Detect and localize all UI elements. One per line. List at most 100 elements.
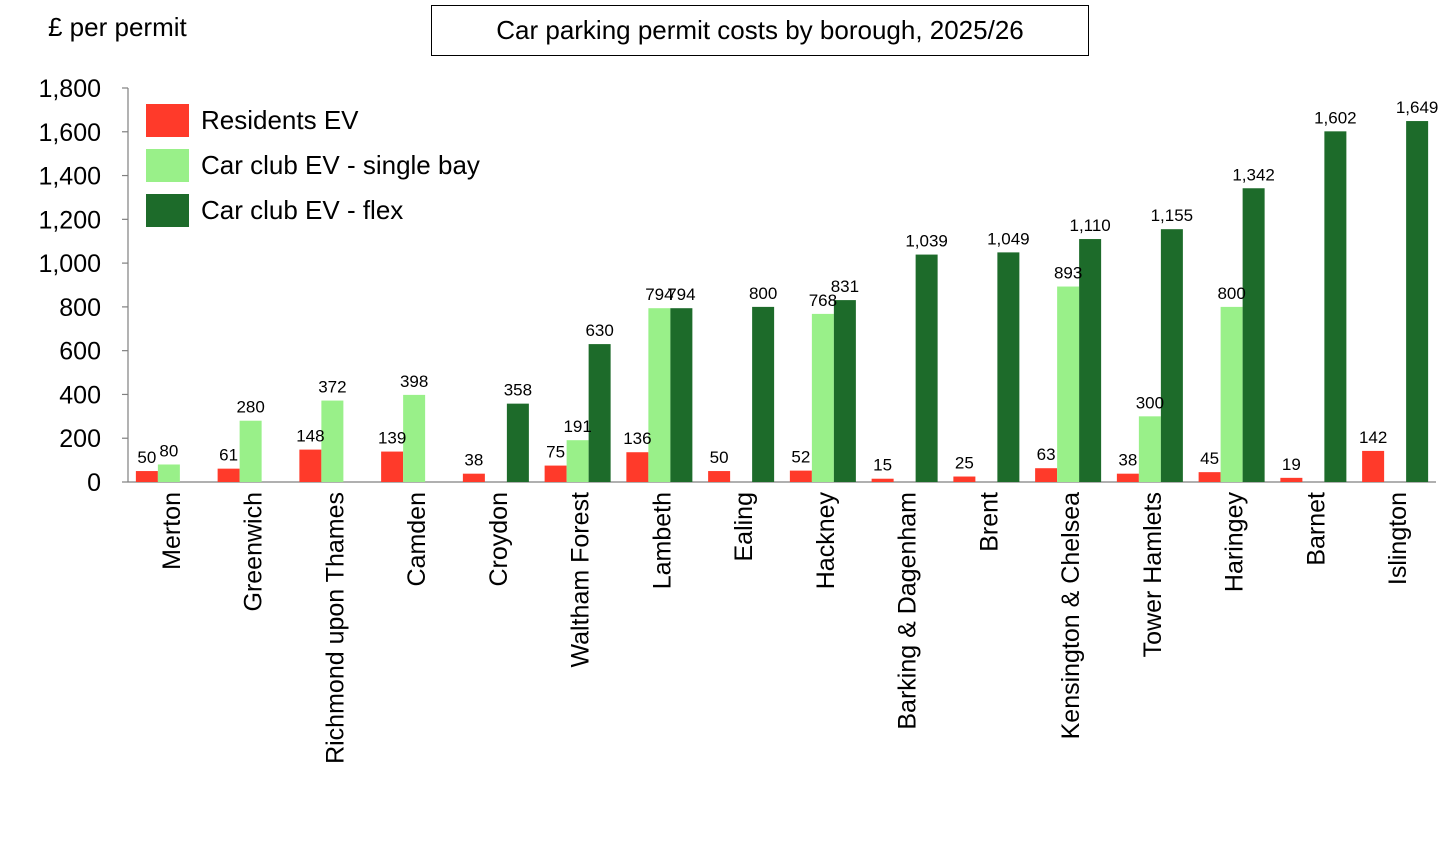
data-label-residents-ev-tower-hamlets: 38: [1118, 451, 1137, 470]
data-label-car-club-ev-flex-lambeth: 794: [667, 285, 695, 304]
bar-car-club-ev-flex-waltham-forest: [588, 344, 611, 482]
y-tick-label: 1,200: [38, 206, 101, 234]
data-label-residents-ev-greenwich: 61: [219, 446, 238, 465]
bar-car-club-ev-flex-brent: [997, 252, 1020, 482]
data-label-car-club-ev-single-bay-camden: 398: [400, 372, 428, 391]
bar-car-club-ev-flex-lambeth: [670, 308, 693, 482]
legend-label-single-bay: Car club EV - single bay: [201, 150, 480, 180]
category-label-brent: Brent: [975, 492, 1003, 552]
data-label-car-club-ev-flex-waltham-forest: 630: [585, 321, 613, 340]
data-label-car-club-ev-flex-tower-hamlets: 1,155: [1151, 206, 1194, 225]
bar-car-club-ev-flex-croydon: [506, 403, 529, 482]
category-label-islington: Islington: [1384, 492, 1412, 585]
bar-residents-ev-barking-dagenham: [871, 478, 894, 482]
bar-car-club-ev-flex-barking-dagenham: [915, 254, 938, 482]
bar-car-club-ev-single-bay-lambeth: [648, 308, 671, 482]
y-tick-label: 800: [59, 294, 101, 322]
category-label-camden: Camden: [403, 492, 431, 587]
data-label-car-club-ev-flex-islington: 1,649: [1396, 98, 1439, 117]
data-label-car-club-ev-single-bay-tower-hamlets: 300: [1136, 393, 1164, 412]
y-tick-label: 1,600: [38, 119, 101, 147]
bar-car-club-ev-single-bay-hackney: [811, 313, 834, 482]
y-tick-label: 400: [59, 381, 101, 409]
y-tick-label: 1,400: [38, 163, 101, 191]
data-label-car-club-ev-single-bay-merton: 80: [159, 441, 178, 460]
y-axis: 0 200 400 600 800 1,000 1,200 1,400 1,600 1,800: [38, 75, 129, 497]
data-label-residents-ev-islington: 142: [1359, 428, 1387, 447]
bar-car-club-ev-flex-hackney: [833, 300, 856, 482]
bar-residents-ev-hackney: [789, 470, 812, 482]
y-tick-label: 1,000: [38, 250, 101, 278]
bar-residents-ev-greenwich: [217, 468, 240, 482]
bar-residents-ev-brent: [953, 476, 976, 482]
category-labels: Merton Greenwich Richmond upon Thames Camde…: [158, 492, 1412, 764]
category-label-richmond-upon-thames: Richmond upon Thames: [321, 492, 349, 764]
bar-residents-ev-islington: [1362, 450, 1385, 482]
y-axis-unit-label: £ per permit: [48, 12, 187, 42]
data-label-residents-ev-hackney: 52: [791, 448, 810, 467]
data-label-car-club-ev-flex-kensington-chelsea: 1,110: [1069, 216, 1110, 235]
bar-residents-ev-tower-hamlets: [1116, 473, 1139, 482]
bar-residents-ev-ealing: [708, 471, 731, 482]
bar-car-club-ev-single-bay-richmond-upon-thames: [321, 400, 344, 482]
data-label-car-club-ev-flex-ealing: 800: [749, 284, 777, 303]
data-label-car-club-ev-single-bay-lambeth: 794: [645, 285, 673, 304]
bars: [135, 121, 1429, 483]
data-label-car-club-ev-single-bay-waltham-forest: 191: [563, 417, 591, 436]
legend-label-residents-ev: Residents EV: [201, 105, 359, 135]
data-label-car-club-ev-single-bay-kensington-chelsea: 893: [1054, 264, 1082, 283]
y-tick-label: 200: [59, 425, 101, 453]
bar-residents-ev-richmond-upon-thames: [299, 449, 322, 482]
category-label-haringey: Haringey: [1221, 492, 1249, 593]
data-label-residents-ev-barnet: 19: [1282, 455, 1301, 474]
legend-swatch-residents-ev: [146, 104, 189, 137]
legend-swatch-single-bay: [146, 149, 189, 182]
data-label-car-club-ev-single-bay-richmond-upon-thames: 372: [318, 378, 346, 397]
category-label-croydon: Croydon: [485, 492, 513, 587]
legend: Residents EV Car club EV - single bay Ca…: [146, 98, 480, 233]
data-label-residents-ev-kensington-chelsea: 63: [1037, 445, 1056, 464]
data-label-residents-ev-camden: 139: [378, 429, 406, 448]
data-label-residents-ev-ealing: 50: [710, 448, 729, 467]
bar-residents-ev-barnet: [1280, 477, 1303, 482]
category-label-barking-dagenham: Barking & Dagenham: [894, 492, 922, 730]
bar-car-club-ev-flex-islington: [1406, 121, 1429, 483]
bar-car-club-ev-single-bay-haringey: [1220, 306, 1243, 482]
bar-residents-ev-haringey: [1198, 472, 1221, 482]
data-label-residents-ev-merton: 50: [137, 448, 156, 467]
legend-label-flex: Car club EV - flex: [201, 195, 404, 225]
legend-item-single-bay: Car club EV - single bay: [146, 143, 480, 188]
bar-residents-ev-camden: [381, 451, 404, 482]
data-label-car-club-ev-flex-barnet: 1,602: [1314, 108, 1357, 127]
bar-car-club-ev-flex-kensington-chelsea: [1079, 239, 1102, 482]
data-label-residents-ev-haringey: 45: [1200, 449, 1219, 468]
bar-car-club-ev-flex-haringey: [1242, 188, 1265, 483]
bar-car-club-ev-single-bay-greenwich: [239, 420, 262, 482]
chart-title-text: Car parking permit costs by borough, 202…: [496, 15, 1024, 45]
legend-item-residents-ev: Residents EV: [146, 98, 480, 143]
category-label-merton: Merton: [158, 492, 186, 570]
y-tick-label: 1,800: [38, 75, 101, 103]
data-label-car-club-ev-single-bay-haringey: 800: [1217, 284, 1245, 303]
bar-residents-ev-lambeth: [626, 452, 649, 482]
category-label-greenwich: Greenwich: [240, 492, 268, 612]
bar-car-club-ev-flex-ealing: [752, 306, 775, 482]
data-label-car-club-ev-flex-croydon: 358: [504, 381, 532, 400]
data-label-residents-ev-barking-dagenham: 15: [873, 456, 892, 475]
data-label-residents-ev-brent: 25: [955, 454, 974, 473]
chart-title: Car parking permit costs by borough, 202…: [431, 5, 1089, 56]
bar-residents-ev-merton: [135, 471, 158, 482]
legend-item-flex: Car club EV - flex: [146, 188, 480, 233]
bar-residents-ev-kensington-chelsea: [1035, 468, 1058, 482]
bar-residents-ev-waltham-forest: [544, 465, 567, 482]
bar-car-club-ev-flex-tower-hamlets: [1160, 229, 1183, 482]
data-label-car-club-ev-flex-brent: 1,049: [987, 229, 1030, 248]
data-label-car-club-ev-single-bay-hackney: 768: [809, 291, 837, 310]
category-label-kensington-chelsea: Kensington & Chelsea: [1057, 492, 1085, 739]
category-label-tower-hamlets: Tower Hamlets: [1139, 492, 1167, 657]
category-label-hackney: Hackney: [812, 492, 840, 590]
bar-residents-ev-croydon: [462, 473, 485, 482]
data-label-car-club-ev-flex-haringey: 1,342: [1232, 165, 1275, 184]
data-label-residents-ev-waltham-forest: 75: [546, 443, 565, 462]
